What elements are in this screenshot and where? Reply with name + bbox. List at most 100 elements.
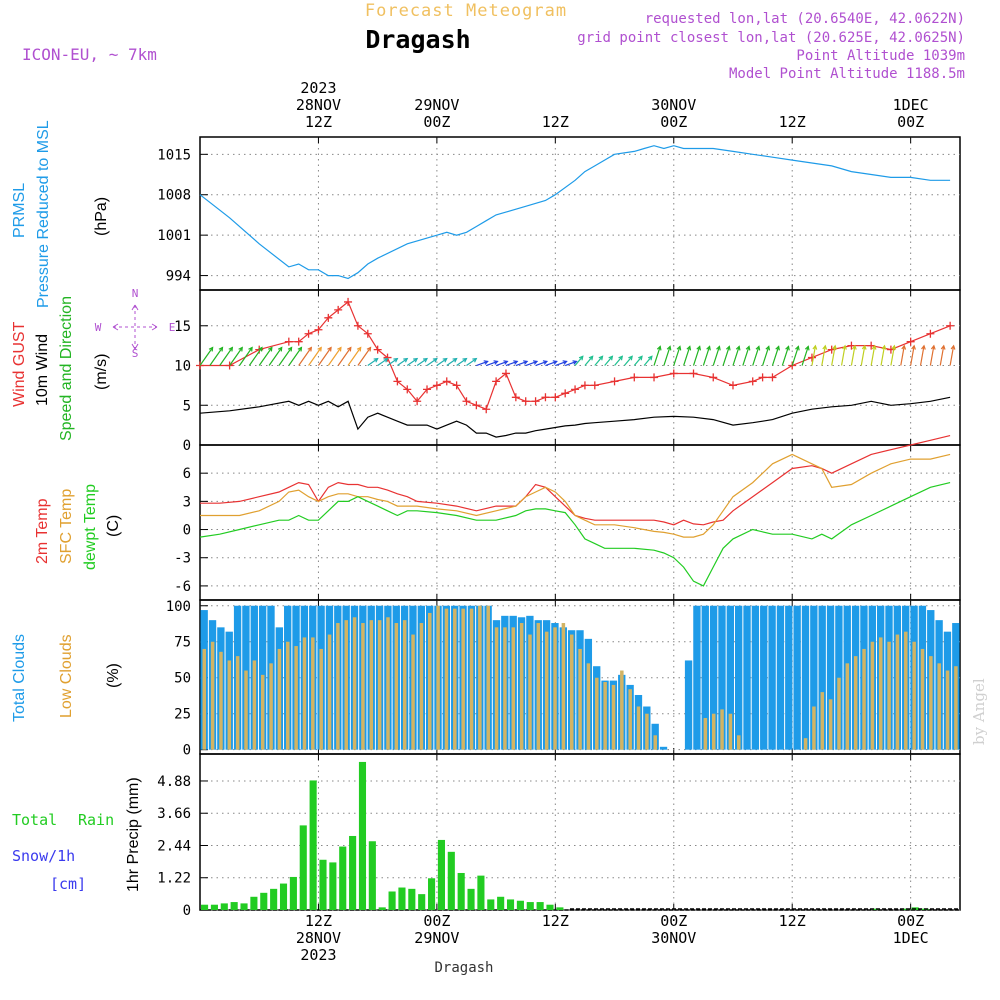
wind-direction-arrow [268, 347, 283, 366]
gust-point-marker [304, 329, 313, 338]
gust-point-marker [196, 361, 204, 370]
wind-arrow-head [804, 345, 810, 351]
time-axis-label: 12Z [305, 912, 332, 930]
low-cloud-bar [561, 623, 566, 750]
wind-arrow-head [346, 346, 352, 352]
y-tick-label: 3 [183, 494, 191, 510]
low-cloud-bar [937, 663, 941, 750]
credit-watermark: by Angel [970, 678, 988, 745]
gust-point-marker [906, 337, 915, 346]
low-cloud-bar [812, 706, 816, 750]
total-cloud-bar [693, 605, 701, 750]
low-cloud-bar [436, 605, 440, 750]
y-tick-label: 0 [183, 903, 191, 919]
rain-bar [497, 896, 505, 910]
wind-direction-arrow [367, 358, 378, 367]
wind-direction-arrow [199, 347, 214, 366]
wind-arrow-head [238, 346, 243, 352]
rain-bar [339, 846, 347, 910]
low-cloud-bar [862, 648, 866, 750]
low-cloud-bar [386, 617, 390, 750]
time-axis-label: 12Z [305, 113, 332, 131]
gust-point-marker [373, 345, 382, 354]
total-cloud-bar [718, 605, 726, 750]
rain-bar [329, 862, 337, 910]
wind-direction-arrow [397, 358, 408, 367]
time-axis-label: 30NOV [651, 929, 696, 947]
time-axis-label: 29NOV [414, 929, 459, 947]
time-axis-label: 29NOV [414, 96, 459, 114]
wind-arrow-head [775, 345, 780, 351]
time-axis-label: 00Z [897, 113, 924, 131]
gust-point-marker [324, 313, 333, 322]
total-cloud-bar [735, 605, 743, 750]
y-tick-label: 0 [183, 523, 191, 539]
wind-direction-arrow [248, 347, 263, 366]
compass-label: N [132, 287, 139, 300]
rain-bar [447, 851, 455, 910]
wind-direction-arrow [327, 347, 342, 366]
wind-arrow-head [287, 346, 293, 352]
time-axis-label: 12Z [779, 912, 806, 930]
gust-point-marker [225, 361, 234, 370]
wind-direction-arrow [604, 355, 613, 366]
y-tick-label: 4.88 [157, 774, 191, 790]
gust-point-marker [363, 329, 372, 338]
wind10m-label: 10m Wind [34, 334, 51, 406]
clouds-side-labels: Total Clouds Low Clouds (%) [11, 634, 122, 722]
gust-point-marker [432, 381, 441, 390]
y-tick-label: 10 [174, 359, 191, 375]
gust-point-marker [353, 321, 362, 330]
y-tick-label: 25 [174, 707, 191, 723]
rain-bar [201, 904, 209, 910]
wind-arrow-head [628, 355, 633, 361]
meteogram-subtitle: Forecast Meteogram [365, 1, 567, 21]
low-cloud-bar [327, 634, 332, 750]
wind-arrow-head [921, 344, 926, 350]
gust-point-marker [709, 373, 718, 382]
rain-bar [467, 888, 475, 910]
wind-direction-arrow [623, 355, 633, 366]
total-cloud-bar [709, 605, 718, 750]
low-cloud-bar [870, 641, 875, 750]
low-cloud-bar [402, 620, 407, 750]
requested-coords: requested lon,lat (20.6540E, 42.0622N) [645, 11, 965, 27]
wind-direction-arrow [564, 360, 577, 367]
pressure-panel: 994 1001 1008 1015 [157, 136, 961, 291]
wind-direction-arrow [702, 346, 711, 366]
wind-arrow-head [725, 345, 731, 351]
wind-direction-arrow [614, 355, 623, 366]
clouds-panel: 0 25 50 75 100 [166, 599, 961, 759]
wind-direction-arrow [337, 347, 352, 366]
wind-direction-arrow [949, 345, 955, 366]
rain-bar [477, 875, 485, 910]
wind-arrow-head [208, 346, 214, 352]
wind-direction-arrow [406, 358, 418, 367]
rain-bar [260, 892, 268, 910]
total-cloud-bar [701, 605, 709, 750]
low-cloud-bar [235, 656, 240, 750]
wind-arrow-head [503, 360, 509, 365]
gust-point-marker [758, 373, 767, 382]
gust-point-marker [383, 353, 392, 362]
wind-direction-arrow [653, 346, 661, 366]
y-tick-label: 0 [183, 743, 191, 759]
precip-unit-label: 1hr Precip (mm) [125, 777, 142, 892]
low-cloud-bar [453, 608, 457, 750]
wind-arrow-head [618, 355, 624, 361]
precip-panel: 0 1.22 2.44 3.66 4.88 [157, 753, 961, 919]
gust-point-marker [344, 297, 353, 306]
rain-bar [418, 894, 426, 910]
gust-point-marker [482, 405, 491, 414]
time-axis-label: 1DEC [893, 929, 929, 947]
y-tick-label: -3 [174, 551, 191, 567]
wind-arrow-head [366, 346, 372, 352]
wind-arrow-head [686, 345, 692, 351]
low-cloud-bar [411, 634, 415, 750]
low-cloud-bar [845, 663, 850, 750]
y-tick-label: 1015 [157, 147, 191, 163]
y-tick-label: 15 [174, 319, 191, 335]
wind-direction-arrow [880, 345, 886, 366]
wind-direction-arrow [476, 360, 488, 367]
low-cloud-bar [461, 608, 465, 750]
